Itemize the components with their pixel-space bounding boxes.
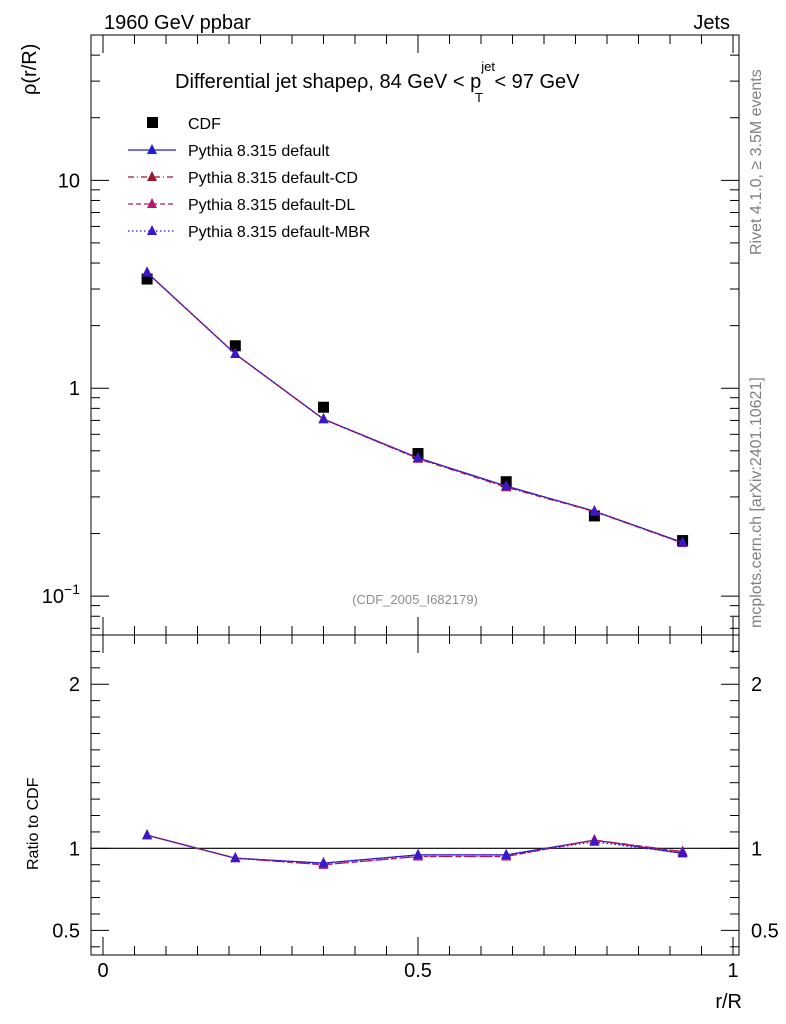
legend-label-cdf: CDF [188, 116, 221, 133]
main-marker-pythia-8-315-default-mbr [318, 413, 329, 424]
x-tick-label: 1 [727, 960, 738, 982]
ratio-plot-frame [90, 634, 740, 956]
ratio-y-tick-label: 1 [69, 838, 80, 860]
main-point-cdf [229, 340, 241, 352]
legend-marker-default [147, 144, 157, 154]
main-axis-ticks: 10−1 1 10 [42, 34, 739, 635]
main-marker-pythia-8-315-default-mbr [230, 348, 241, 359]
legend: CDF Pythia 8.315 default Pythia 8.315 de… [128, 116, 370, 241]
ratio-marker-pythia-8-315-default-mbr [413, 848, 423, 859]
ratio-y-axis-label: Ratio to CDF [25, 777, 42, 870]
main-line-pythia-8-315-default-cd [146, 272, 683, 544]
x-tick-label: 0.5 [404, 960, 432, 982]
main-marker-pythia-8-315-default-mbr [501, 480, 512, 491]
ratio-marker-pythia-8-315-default-mbr [142, 829, 153, 840]
legend-label-default: Pythia 8.315 default [188, 143, 330, 160]
main-line-pythia-8-315-default-mbr [146, 272, 683, 544]
x-tick-label: 0 [97, 960, 108, 982]
legend-marker-cd [147, 171, 157, 181]
ratio-series-layer [142, 829, 688, 869]
ratio-y-tick-label-right: 2 [751, 674, 762, 696]
main-y-tick-label: 10−1 [42, 581, 80, 608]
analysis-tag: (CDF_2005_I682179) [352, 592, 478, 607]
main-marker-pythia-8-315-default-mbr [142, 266, 153, 277]
legend-marker-mbr [147, 225, 157, 235]
legend-marker-dl [147, 198, 157, 208]
main-series-layer [141, 266, 689, 548]
main-marker-pythia-8-315-default-mbr [589, 505, 600, 516]
main-line-pythia-8-315-default [146, 272, 683, 544]
main-marker-pythia-8-315-default-mbr [677, 536, 688, 547]
ratio-y-tick-label-right: 1 [751, 838, 762, 860]
rivet-label: Rivet 4.1.0, ≥ 3.5M events [748, 69, 765, 255]
ratio-marker-pythia-8-315-default-mbr [501, 848, 512, 859]
main-y-tick-label: 1 [69, 378, 80, 400]
ratio-marker-pythia-8-315-default-mbr [230, 852, 241, 863]
ratio-y-tick-label: 2 [69, 674, 80, 696]
header-right: Jets [693, 12, 730, 34]
x-axis-label: r/R [715, 991, 742, 1013]
ratio-y-tick-label-right: 0.5 [751, 920, 779, 942]
ratio-axis-ticks: 0.5 0.5 1 1 2 2 0 0.5 1 [52, 634, 779, 982]
main-y-tick-label: 10 [58, 170, 80, 192]
ratio-marker-pythia-8-315-default-mbr [589, 835, 600, 846]
ratio-marker-pythia-8-315-default-mbr [677, 847, 688, 858]
main-point-cdf [318, 401, 329, 413]
main-y-axis-label: ρ(r/R) [19, 44, 41, 95]
main-marker-pythia-8-315-default-mbr [413, 451, 423, 462]
source-label: mcplots.cern.ch [arXiv:2401.10621] [748, 377, 765, 628]
legend-label-cd: Pythia 8.315 default-CD [188, 170, 358, 187]
header-left: 1960 GeV ppbar [104, 12, 251, 34]
main-line-pythia-8-315-default-dl [146, 272, 683, 544]
legend-label-dl: Pythia 8.315 default-DL [188, 197, 355, 214]
ratio-y-tick-label: 0.5 [52, 920, 80, 942]
main-title: Differential jet shapeρ, 84 GeV < pjet T … [175, 59, 580, 105]
main-point-cdf [141, 273, 153, 285]
ratio-marker-pythia-8-315-default-mbr [318, 857, 329, 868]
legend-marker-cdf [147, 117, 158, 128]
main-point-cdf [588, 510, 600, 522]
legend-label-mbr: Pythia 8.315 default-MBR [188, 224, 370, 241]
